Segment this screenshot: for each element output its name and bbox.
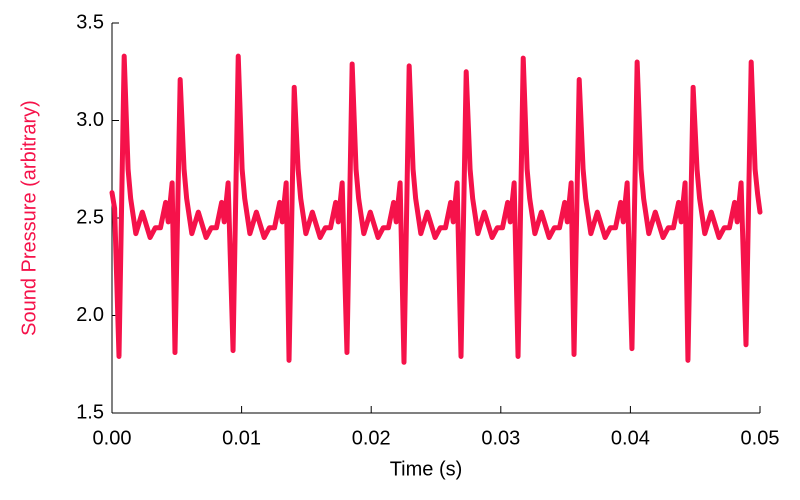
x-tick-label: 0.03 [481, 427, 520, 449]
x-tick-label: 0.04 [611, 427, 650, 449]
y-axis-label: Sound Pressure (arbitrary) [18, 100, 40, 336]
x-axis-label: Time (s) [390, 458, 463, 480]
data-line [109, 53, 763, 365]
x-tick-label: 0.00 [93, 427, 132, 449]
x-tick-label: 0.01 [222, 427, 261, 449]
y-tick-label: 2.0 [76, 304, 104, 326]
y-tick-label: 3.5 [76, 11, 104, 33]
y-tick-label: 2.5 [76, 206, 104, 228]
x-tick-label: 0.05 [741, 427, 780, 449]
y-tick-label: 3.0 [76, 109, 104, 131]
x-tick-label: 0.02 [352, 427, 391, 449]
y-tick-label: 1.5 [76, 401, 104, 423]
